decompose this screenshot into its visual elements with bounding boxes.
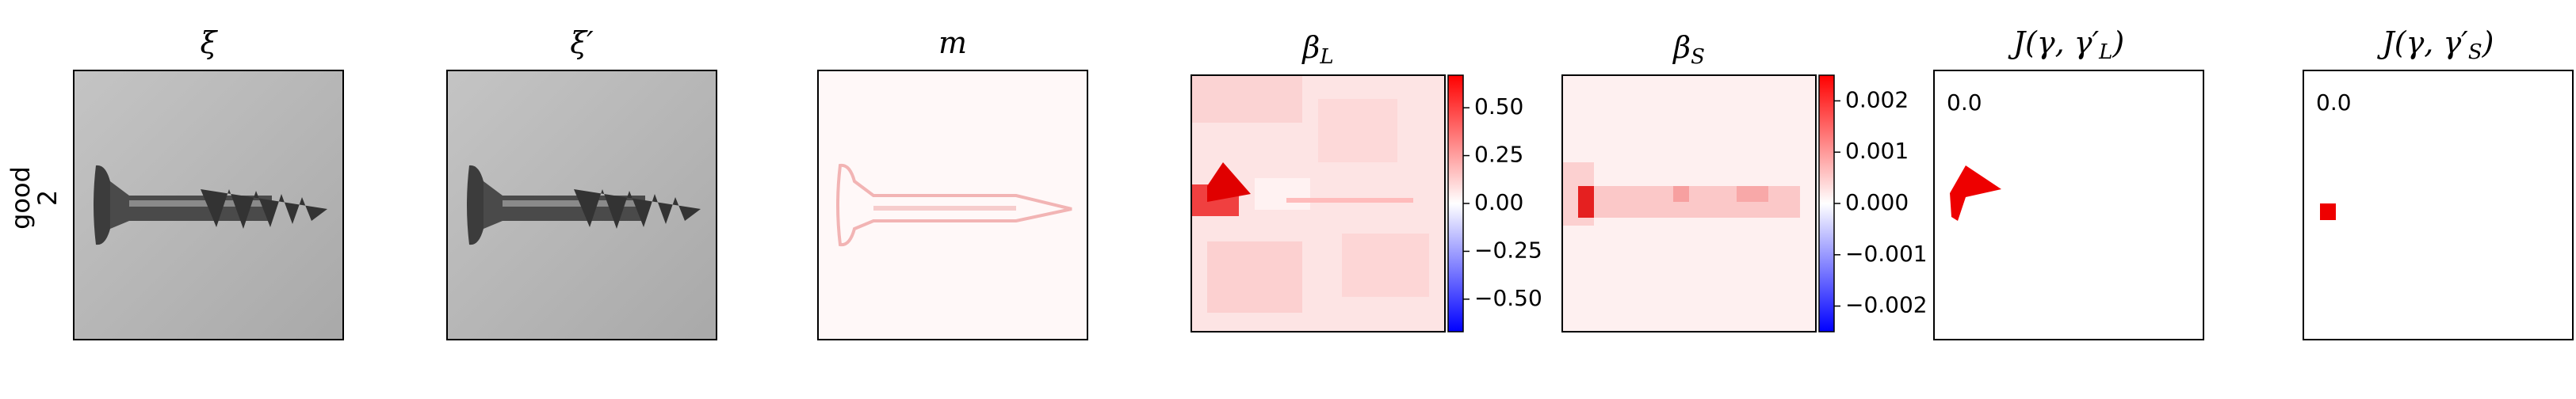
image-xi-prime	[447, 70, 717, 340]
colorbar-tick-label: 0.000	[1845, 189, 1909, 215]
colorbar-tick-label: −0.25	[1474, 237, 1542, 263]
colorbar	[1818, 74, 1835, 332]
colorbar-tick-label: −0.002	[1845, 292, 1928, 318]
annotation: 0.0	[1947, 89, 1982, 116]
colorbar-tick-label: 0.001	[1845, 138, 1909, 164]
title-sub: S	[2468, 40, 2482, 64]
row-label-line: 2	[32, 190, 63, 206]
colorbar	[1447, 74, 1464, 332]
panel-title: m	[938, 25, 967, 60]
colorbar-tick-label: 0.002	[1845, 86, 1909, 112]
title-tail: )	[2112, 25, 2124, 60]
panel-frame	[1561, 74, 1817, 332]
title-main: J(γ, γ′	[2377, 25, 2469, 60]
row-label: good 2	[6, 166, 63, 230]
title-main: ξ′	[570, 25, 594, 60]
panel-frame	[446, 70, 717, 340]
annotation: 0.0	[2316, 89, 2352, 116]
panel-frame	[1933, 70, 2204, 340]
image-xi	[74, 70, 343, 340]
panel-title: ξ	[201, 25, 219, 60]
panel-title: βL	[1301, 30, 1333, 70]
title-main: β	[1301, 30, 1320, 65]
explanation-s	[2320, 203, 2336, 220]
title-tail: )	[2482, 25, 2494, 60]
panel-title: ξ′	[570, 25, 594, 60]
panel-title: βS	[1672, 30, 1705, 70]
title-main: J(γ, γ′	[2008, 25, 2100, 60]
colorbar-tick-label: 0.00	[1474, 189, 1523, 215]
heatmap-beta-l	[1191, 75, 1445, 332]
colorbar-tick-label: −0.50	[1474, 285, 1542, 311]
title-sub: S	[1691, 45, 1705, 69]
explanation-l	[1950, 165, 2001, 221]
title-main: β	[1672, 30, 1691, 65]
title-main: ξ	[201, 25, 219, 60]
panel-frame	[73, 70, 344, 340]
panel-frame	[817, 70, 1088, 340]
colorbar-tick-label: 0.50	[1474, 93, 1523, 120]
heatmap-beta-s	[1562, 75, 1816, 332]
colorbar-tick-label: 0.25	[1474, 142, 1523, 168]
image-mask	[818, 70, 1087, 340]
panel-frame	[2303, 70, 2574, 340]
title-main: m	[938, 25, 967, 60]
colorbar-tick-label: −0.001	[1845, 241, 1928, 267]
title-sub: L	[1319, 45, 1333, 69]
panel-title: J(γ, γ′L)	[2008, 25, 2124, 65]
panel-title: J(γ, γ′S)	[2377, 25, 2494, 65]
title-sub: L	[2098, 40, 2112, 64]
row-label-line: good	[6, 166, 36, 230]
panel-frame	[1191, 74, 1446, 332]
